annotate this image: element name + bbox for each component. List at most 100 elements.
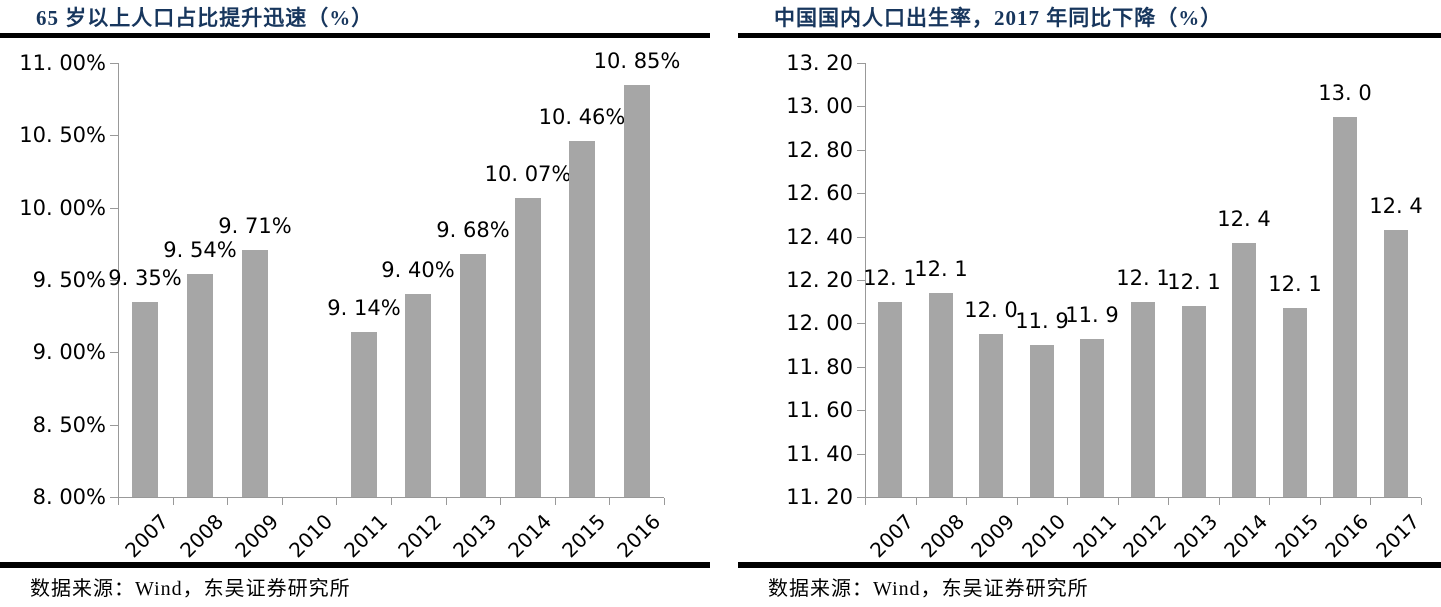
bar-2015 — [569, 141, 595, 497]
y-tick-label: 12. 80 — [786, 138, 853, 162]
x-label-2011: 2011 — [338, 509, 392, 563]
bar-label-2015: 12. 1 — [1268, 272, 1322, 296]
x-label-2013: 2013 — [448, 509, 502, 563]
x-tick — [1168, 498, 1169, 505]
footer-divider-right — [738, 562, 1441, 568]
y-tick — [857, 106, 865, 107]
y-tick-label: 9. 00% — [32, 340, 106, 364]
bar-label-2012: 12. 1 — [1116, 266, 1170, 290]
bar-2013 — [460, 254, 486, 497]
y-tick-label: 8. 00% — [32, 485, 106, 509]
bar-label-2007: 9. 35% — [108, 266, 182, 290]
x-label-2008: 2008 — [916, 509, 970, 563]
x-tick — [500, 498, 501, 505]
y-tick — [857, 237, 865, 238]
bar-2011 — [351, 332, 377, 497]
bar-label-2016: 13. 0 — [1318, 81, 1372, 105]
x-tick — [609, 498, 610, 505]
bar-label-2008: 12. 1 — [914, 257, 968, 281]
bar-2017 — [1384, 230, 1408, 497]
bar-label-2010: 11. 9 — [1015, 309, 1069, 333]
chart-title-right: 中国国内人口出生率，2017 年同比下降（%） — [774, 6, 1223, 30]
bar-label-2014: 10. 07% — [484, 162, 572, 186]
x-label-2016: 2016 — [1320, 509, 1374, 563]
y-axis-line — [118, 63, 119, 497]
y-tick — [857, 367, 865, 368]
bar-2008 — [929, 293, 953, 497]
footer-divider-left — [0, 562, 710, 568]
y-tick-label: 13. 20 — [786, 51, 853, 75]
x-label-2013: 2013 — [1168, 509, 1222, 563]
x-tick — [1320, 498, 1321, 505]
y-tick-label: 11. 00% — [19, 51, 106, 75]
y-tick — [857, 280, 865, 281]
bar-2010 — [1030, 345, 1054, 497]
y-tick-label: 8. 50% — [32, 413, 106, 437]
y-tick — [110, 135, 118, 136]
x-tick — [336, 498, 337, 505]
y-tick — [857, 193, 865, 194]
bar-label-2007: 12. 1 — [863, 266, 917, 290]
x-tick — [173, 498, 174, 505]
bar-label-2012: 9. 40% — [381, 258, 455, 282]
x-tick — [118, 498, 119, 505]
x-tick — [966, 498, 967, 505]
title-divider-right — [738, 33, 1441, 38]
x-label-2015: 2015 — [1269, 509, 1323, 563]
y-tick — [857, 63, 865, 64]
y-tick-label: 12. 00 — [786, 311, 853, 335]
x-label-2007: 2007 — [120, 509, 174, 563]
chart-panel-right: 中国国内人口出生率，2017 年同比下降（%） 11. 20 11. 40 11. … — [738, 0, 1441, 607]
y-tick-label: 11. 20 — [786, 485, 853, 509]
x-tick — [1421, 498, 1422, 505]
bar-label-2016: 10. 85% — [593, 49, 681, 73]
x-tick — [391, 498, 392, 505]
x-axis-line — [118, 497, 664, 498]
x-tick — [865, 498, 866, 505]
bar-2007 — [878, 302, 902, 497]
y-tick — [110, 208, 118, 209]
x-label-2016: 2016 — [611, 509, 665, 563]
x-label-2010: 2010 — [1017, 509, 1071, 563]
bar-label-2009: 9. 71% — [218, 214, 292, 238]
x-tick — [1017, 498, 1018, 505]
data-source-left: 数据来源：Wind，东吴证券研究所 — [30, 578, 351, 600]
y-tick — [110, 352, 118, 353]
y-tick — [857, 454, 865, 455]
x-tick — [664, 498, 665, 505]
y-tick-label: 11. 40 — [786, 442, 853, 466]
y-tick — [110, 63, 118, 64]
bar-label-2008: 9. 54% — [163, 238, 237, 262]
bar-2014 — [1232, 243, 1256, 497]
bar-2012 — [1131, 302, 1155, 497]
title-divider-left — [0, 33, 710, 38]
x-label-2009: 2009 — [966, 509, 1020, 563]
y-tick-label: 11. 60 — [786, 398, 853, 422]
bar-chart-age65-share: 8. 00% 8. 50% 9. 00% 9. 50% 10. 00% 10. 50% 11… — [0, 0, 710, 607]
x-tick — [1219, 498, 1220, 505]
x-label-2008: 2008 — [175, 509, 229, 563]
y-tick — [110, 497, 118, 498]
bar-2016 — [624, 85, 650, 497]
x-label-2010: 2010 — [284, 509, 338, 563]
x-tick — [227, 498, 228, 505]
x-tick — [1269, 498, 1270, 505]
bar-chart-birth-rate: 11. 20 11. 40 11. 60 11. 80 12. 00 12. 20 12. … — [738, 0, 1441, 607]
x-label-2012: 2012 — [393, 509, 447, 563]
x-label-2015: 2015 — [557, 509, 611, 563]
bar-label-2013: 9. 68% — [436, 218, 510, 242]
y-tick — [110, 425, 118, 426]
y-tick-label: 11. 80 — [786, 355, 853, 379]
x-label-2009: 2009 — [229, 509, 283, 563]
y-tick-label: 10. 00% — [19, 196, 106, 220]
bar-2015 — [1283, 308, 1307, 497]
x-label-2014: 2014 — [502, 509, 556, 563]
x-tick — [1118, 498, 1119, 505]
data-source-right: 数据来源：Wind，东吴证券研究所 — [768, 578, 1089, 600]
x-label-2012: 2012 — [1118, 509, 1172, 563]
bar-label-2011: 9. 14% — [327, 296, 401, 320]
x-label-2007: 2007 — [865, 509, 919, 563]
bar-2012 — [405, 294, 431, 497]
chart-title-left: 65 岁以上人口占比提升迅速（%） — [36, 6, 374, 30]
